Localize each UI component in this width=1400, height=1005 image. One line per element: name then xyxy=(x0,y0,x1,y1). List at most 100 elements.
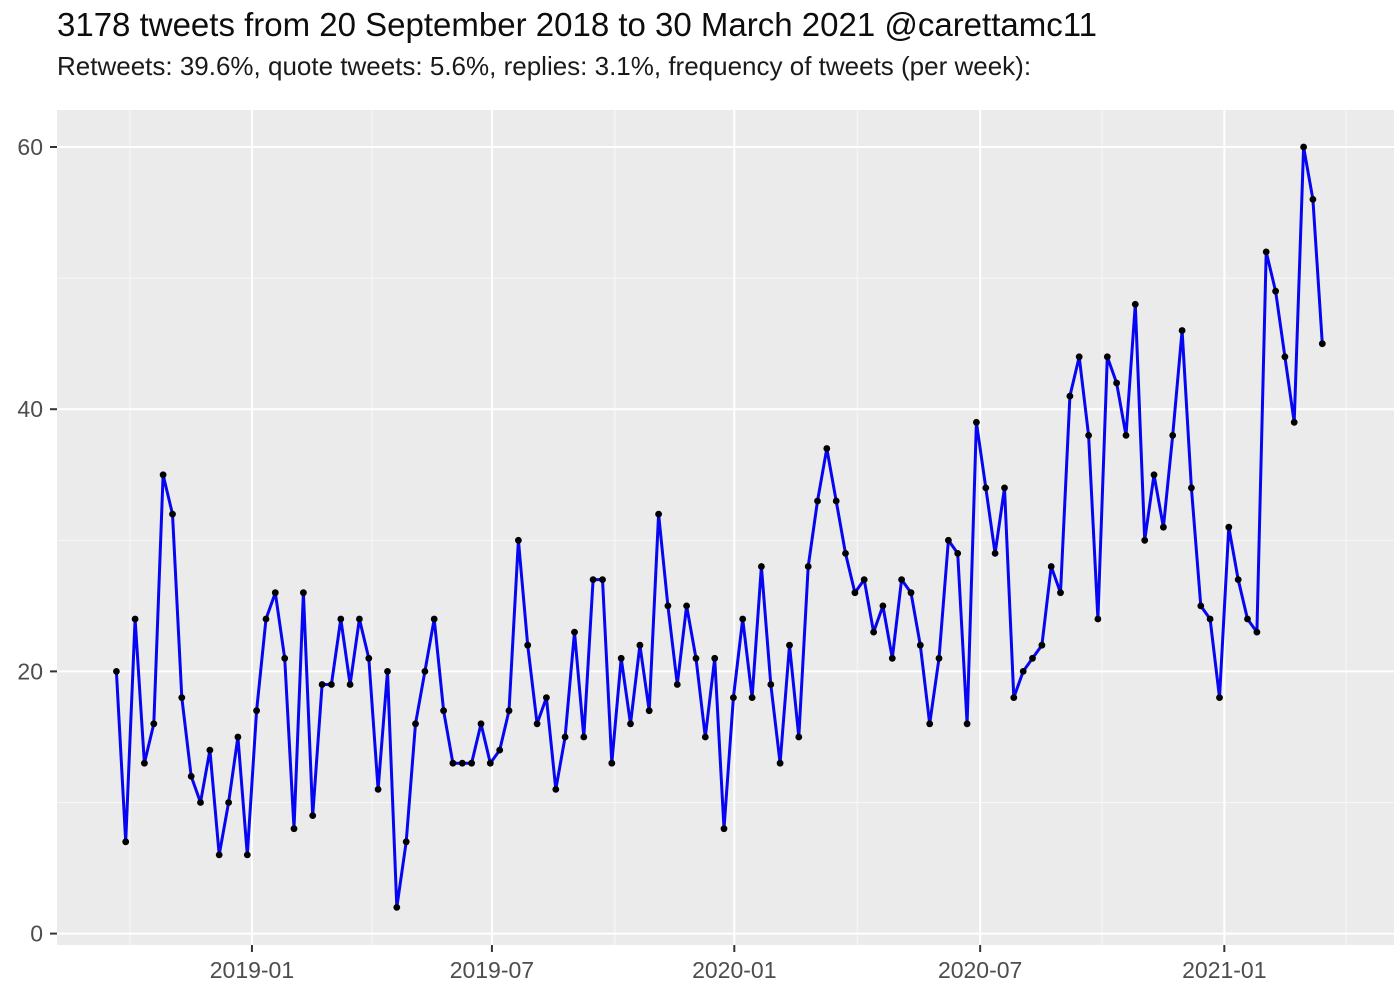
data-point xyxy=(113,668,120,675)
chart-title: 3178 tweets from 20 September 2018 to 30… xyxy=(57,6,1097,43)
data-point xyxy=(300,589,307,597)
data-point xyxy=(711,654,719,662)
data-point xyxy=(776,759,784,767)
data-point xyxy=(1122,432,1130,439)
data-point xyxy=(1113,379,1120,387)
data-point xyxy=(1272,287,1279,295)
data-point xyxy=(243,851,251,859)
data-point xyxy=(608,759,616,767)
data-point xyxy=(543,694,550,701)
data-point xyxy=(1281,353,1289,361)
data-point xyxy=(814,497,821,505)
data-point xyxy=(692,654,700,662)
data-point xyxy=(645,707,653,715)
data-point xyxy=(486,759,494,767)
data-point xyxy=(477,720,485,728)
data-point xyxy=(1103,353,1111,361)
data-point xyxy=(215,851,223,859)
data-point xyxy=(926,720,934,728)
data-point xyxy=(505,707,513,715)
data-point xyxy=(870,628,877,636)
data-point xyxy=(561,733,569,741)
data-point xyxy=(1019,668,1027,675)
data-point xyxy=(1029,654,1036,662)
data-point xyxy=(262,615,270,623)
data-point xyxy=(804,563,812,570)
data-point xyxy=(206,746,214,754)
data-point xyxy=(449,759,457,767)
data-point xyxy=(281,654,289,662)
data-point xyxy=(1244,615,1251,623)
data-point xyxy=(440,707,447,715)
data-point xyxy=(169,510,176,518)
data-point xyxy=(178,694,186,701)
data-point xyxy=(1085,432,1092,439)
data-point xyxy=(515,536,522,544)
data-point xyxy=(402,838,410,846)
data-point xyxy=(973,418,980,426)
data-point xyxy=(1178,327,1186,334)
data-point xyxy=(159,471,167,479)
data-point xyxy=(1206,615,1214,623)
data-point xyxy=(748,694,756,701)
data-point xyxy=(673,681,681,688)
data-point xyxy=(384,668,391,675)
data-point xyxy=(253,707,260,715)
data-point xyxy=(617,654,625,662)
data-point xyxy=(412,720,419,728)
data-point xyxy=(393,904,401,911)
data-point xyxy=(786,641,793,649)
data-point xyxy=(1057,589,1064,597)
data-point xyxy=(954,550,962,557)
chart-header: 3178 tweets from 20 September 2018 to 30… xyxy=(57,6,1397,81)
data-point xyxy=(187,772,195,780)
data-point xyxy=(150,720,158,728)
data-point xyxy=(533,720,541,728)
x-tick-label: 2020-07 xyxy=(938,957,1022,983)
chart-subtitle: Retweets: 39.6%, quote tweets: 5.6%, rep… xyxy=(57,50,1032,81)
data-point xyxy=(1047,563,1055,570)
data-point xyxy=(458,759,466,767)
data-point xyxy=(842,550,849,557)
data-point xyxy=(720,825,728,833)
data-point xyxy=(552,786,560,793)
data-point xyxy=(1253,628,1261,636)
data-point xyxy=(131,615,139,623)
data-point xyxy=(234,733,242,741)
data-point xyxy=(1216,694,1223,701)
x-tick-label: 2019-07 xyxy=(450,957,534,983)
data-point xyxy=(328,681,335,688)
data-point xyxy=(860,576,868,583)
data-point xyxy=(122,838,130,846)
data-point xyxy=(1131,300,1139,308)
data-point xyxy=(739,615,747,623)
data-point xyxy=(1010,694,1018,701)
data-point xyxy=(496,746,504,754)
data-point xyxy=(271,589,279,597)
data-point xyxy=(879,602,887,610)
data-point xyxy=(309,812,317,819)
data-point xyxy=(1300,143,1307,151)
data-point xyxy=(982,484,990,492)
data-point xyxy=(963,720,971,728)
data-point xyxy=(225,799,233,806)
data-point xyxy=(318,681,326,688)
data-point xyxy=(627,720,634,728)
data-point xyxy=(945,536,952,544)
data-point xyxy=(346,681,354,688)
data-point xyxy=(1160,523,1167,531)
data-point xyxy=(365,654,373,662)
data-point xyxy=(430,615,438,623)
data-point xyxy=(1309,196,1317,203)
y-tick-label: 0 xyxy=(30,921,43,947)
data-point xyxy=(767,681,775,688)
data-point xyxy=(356,615,363,623)
data-line xyxy=(114,145,1324,909)
data-point xyxy=(1038,641,1046,649)
data-point xyxy=(571,628,578,636)
data-point xyxy=(1225,523,1233,531)
data-point xyxy=(1169,432,1177,439)
data-point xyxy=(935,654,943,662)
y-tick-label: 60 xyxy=(17,134,43,160)
